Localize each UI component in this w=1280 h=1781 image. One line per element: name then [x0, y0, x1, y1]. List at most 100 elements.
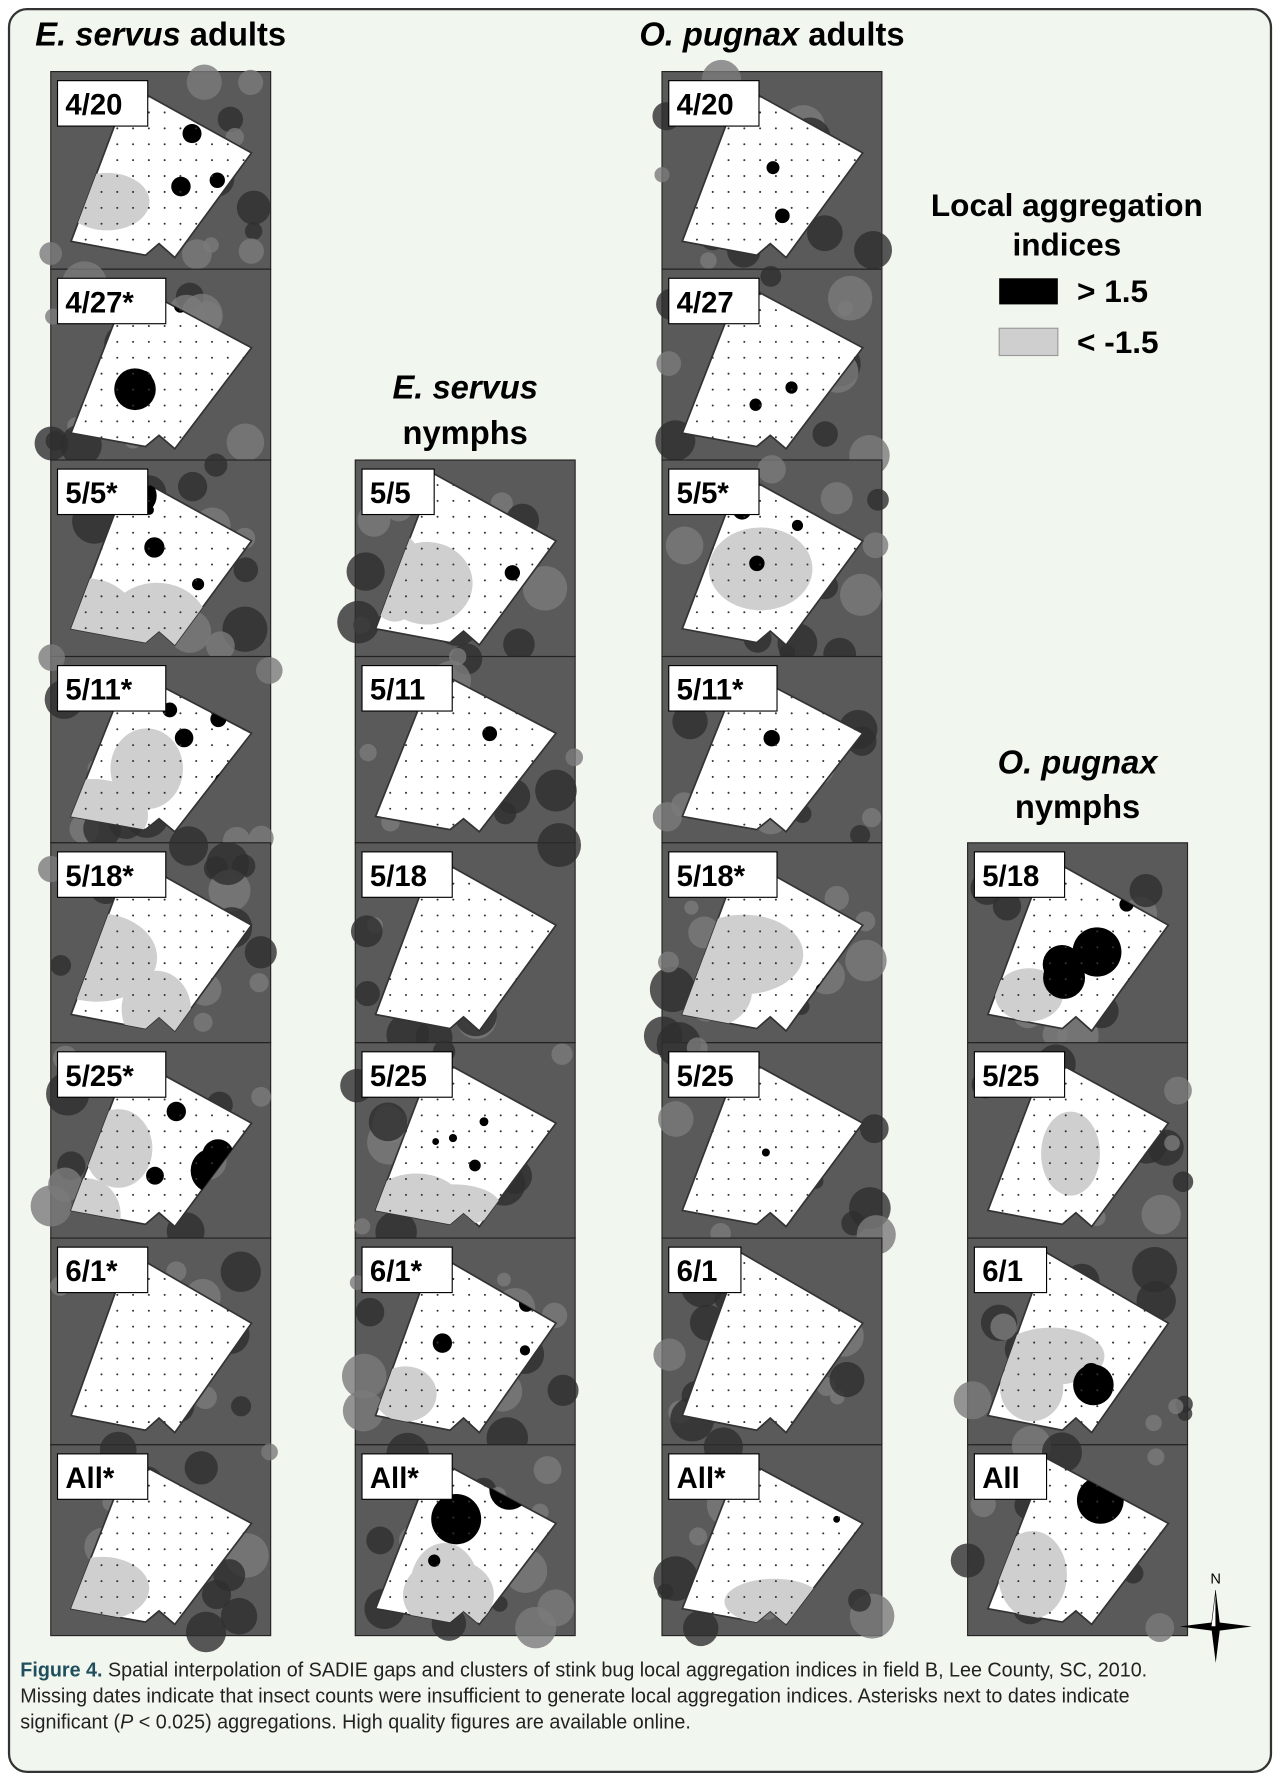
sample-point [436, 1564, 439, 1567]
tree-canopy [850, 825, 871, 846]
sample-point [727, 1500, 730, 1503]
sample-point [436, 1098, 439, 1101]
panel-label: 4/27* [65, 286, 134, 319]
sample-point [226, 340, 229, 343]
sample-point [179, 1162, 182, 1165]
sample-point [743, 744, 746, 747]
sample-point [790, 930, 793, 933]
sample-point [1127, 1325, 1130, 1328]
sample-point [822, 1114, 825, 1117]
cluster-region [775, 208, 790, 224]
sample-point [163, 1532, 166, 1535]
cluster-region [749, 398, 762, 411]
sample-point [436, 807, 439, 810]
sample-point [790, 324, 793, 328]
sample-point [179, 127, 182, 130]
map-panel: 5/11* [38, 644, 283, 855]
sample-point [790, 1193, 793, 1196]
figure-frame [7, 7, 1273, 1774]
panel-label: All* [370, 1462, 419, 1495]
sample-point [727, 1325, 730, 1328]
aggregation-overlay [71, 702, 227, 832]
sample-point [499, 914, 502, 917]
sample-point [452, 712, 455, 715]
sample-point [759, 222, 762, 225]
panel-label: 5/25 [370, 1060, 427, 1093]
sample-point [806, 962, 809, 965]
sample-point [163, 1373, 166, 1376]
sample-point [179, 1130, 182, 1133]
sample-point [100, 1146, 103, 1149]
sample-point [1064, 914, 1067, 917]
sample-point [163, 728, 166, 731]
sample-point [195, 1357, 198, 1360]
sample-point [179, 1548, 182, 1551]
sample-point [420, 712, 423, 715]
map-panel: 5/5* [661, 455, 889, 671]
sample-point [483, 595, 486, 598]
sample-point [468, 807, 471, 810]
sample-point [100, 206, 103, 209]
sample-point [790, 1389, 793, 1392]
sample-point [1064, 1162, 1067, 1165]
sample-point [790, 1130, 793, 1133]
tree-canopy [355, 1297, 385, 1327]
panel-label: 5/11* [65, 674, 132, 707]
sample-point [515, 962, 518, 965]
sample-point [195, 1548, 198, 1551]
sample-point [116, 993, 119, 997]
sample-point [1127, 978, 1130, 981]
sample-point [147, 190, 150, 193]
sample-point [452, 1580, 455, 1583]
cluster-region [1043, 956, 1086, 999]
sample-point [774, 1500, 777, 1503]
sample-point [759, 206, 762, 209]
sample-point [404, 547, 408, 550]
sample-point [531, 914, 534, 917]
sample-point [132, 1548, 135, 1551]
sample-point [452, 978, 455, 981]
sample-point [116, 1146, 119, 1149]
sample-point [483, 775, 486, 778]
sample-point [499, 1193, 502, 1196]
sample-point [790, 1162, 793, 1165]
sample-point [515, 978, 518, 981]
sample-point [116, 238, 119, 241]
sample-point [727, 930, 730, 933]
sample-point [436, 1548, 439, 1551]
sample-point [743, 1262, 746, 1265]
sample-point [1080, 1580, 1083, 1583]
sample-point [1143, 1114, 1146, 1117]
sample-point [499, 1325, 502, 1328]
sample-point [1064, 1325, 1067, 1328]
sample-point [790, 143, 793, 146]
sample-point [468, 1009, 471, 1012]
sample-point [711, 775, 714, 778]
sample-point [790, 1114, 793, 1117]
sample-point [132, 420, 135, 423]
sample-point [759, 547, 762, 550]
tree-canopy [760, 265, 782, 287]
sample-point [1048, 1580, 1051, 1583]
tree-canopy [862, 532, 889, 559]
sample-point [404, 595, 408, 598]
sample-point [420, 627, 423, 630]
sample-point [211, 712, 214, 715]
sample-point [695, 238, 698, 241]
sample-point [452, 680, 455, 683]
sample-point [727, 531, 730, 534]
sample-point [743, 993, 746, 997]
sample-point [774, 898, 777, 901]
sample-point [531, 744, 534, 747]
sample-point [806, 127, 809, 130]
sample-point [515, 563, 518, 566]
tree-canopy [1147, 1448, 1165, 1466]
sample-point [711, 1130, 714, 1133]
sample-point [1064, 1500, 1067, 1503]
sample-point [436, 744, 439, 747]
sample-point [774, 1098, 777, 1101]
sample-point [242, 1532, 245, 1535]
aggregation-overlay [1041, 1111, 1100, 1196]
sample-point [1096, 898, 1099, 901]
sample-point [838, 531, 841, 534]
